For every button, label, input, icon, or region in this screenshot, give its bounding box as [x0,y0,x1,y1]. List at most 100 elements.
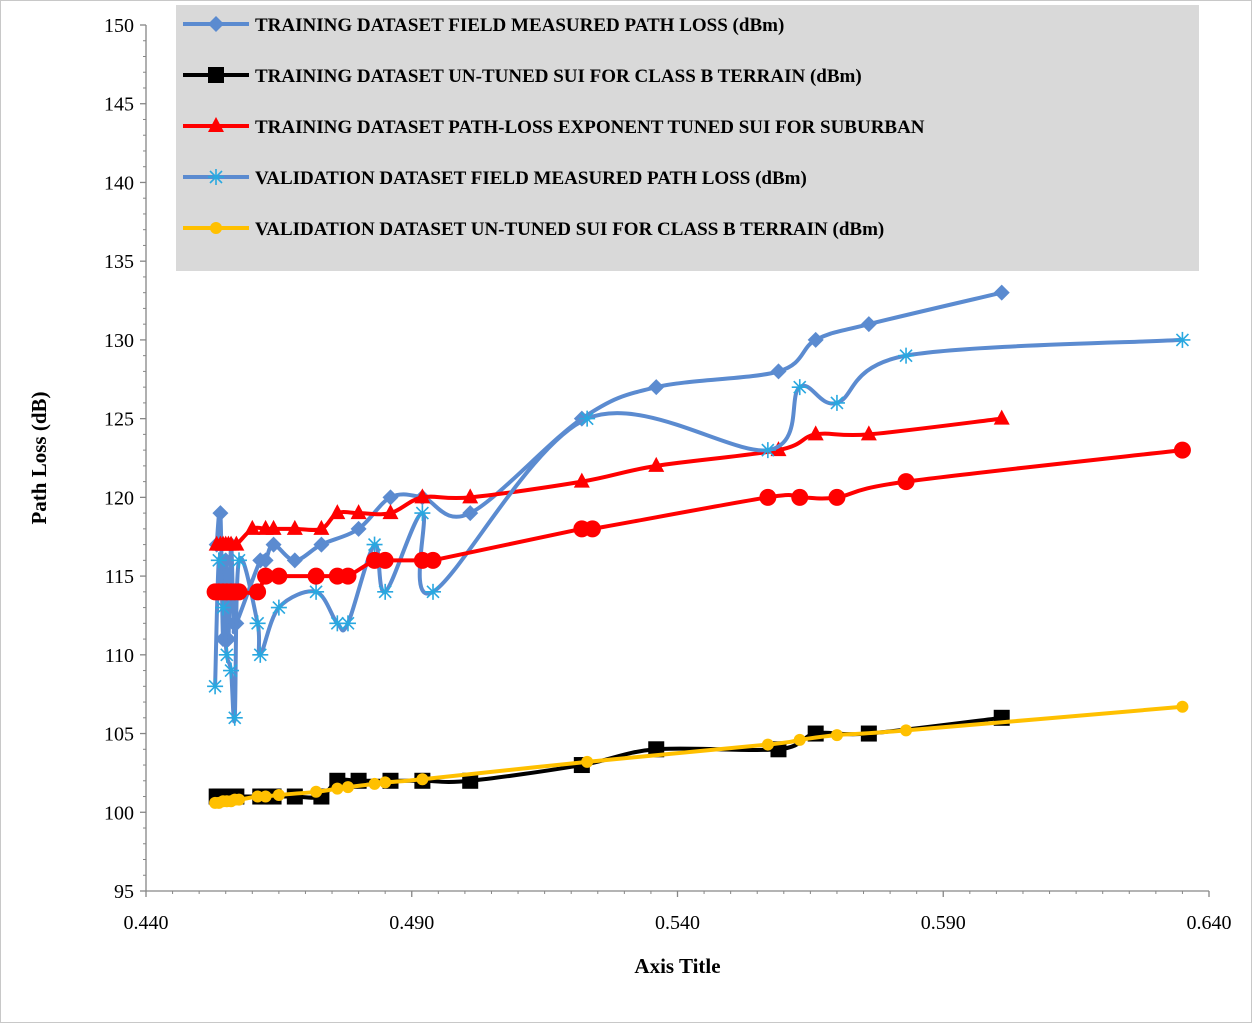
data-point [1176,700,1189,713]
data-point [830,729,843,742]
data-point [414,488,431,504]
y-tick-label: 100 [104,802,134,824]
data-point [368,777,381,790]
data-point [860,316,877,333]
data-point [223,662,240,679]
y-tick-label: 120 [104,487,134,509]
data-point [341,781,354,794]
legend-label: TRAINING DATASET FIELD MEASURED PATH LOS… [255,15,784,36]
data-point [228,535,245,551]
data-point [382,489,399,506]
y-tick-label: 115 [105,566,134,588]
data-point [210,552,227,569]
x-tick-label: 0.440 [124,912,169,934]
data-point [462,772,479,789]
data-point [226,709,243,726]
legend: TRAINING DATASET FIELD MEASURED PATH LOS… [176,5,1199,271]
x-tick-label: 0.640 [1187,912,1232,934]
data-point [265,536,282,553]
data-point [270,567,288,585]
y-tick-label: 150 [104,15,134,37]
data-point [249,583,267,601]
data-point [462,488,479,504]
data-point [366,536,383,553]
series-3 [207,331,1191,726]
data-point [339,615,356,632]
x-axis-title: Axis Title [634,954,720,978]
data-point [329,615,346,632]
data-point [1174,331,1191,348]
data-point [761,738,774,751]
data-point [828,394,845,411]
legend-marker [208,117,224,132]
legend-item: VALIDATION DATASET UN-TUNED SUI FOR CLAS… [183,219,884,240]
data-point [313,519,330,535]
y-tick-label: 130 [104,330,134,352]
series-0 [208,284,1010,648]
data-point [770,363,787,380]
data-point [425,583,442,600]
data-point [308,583,325,600]
data-point [233,793,246,806]
data-point [339,567,357,585]
data-point [414,505,431,522]
data-point [207,678,224,695]
legend-item: TRAINING DATASET FIELD MEASURED PATH LOS… [183,15,784,36]
data-point [900,724,913,737]
legend-item: TRAINING DATASET PATH-LOSS EXPONENT TUNE… [183,117,925,138]
legend-item: TRAINING DATASET UN-TUNED SUI FOR CLASS … [183,66,862,87]
legend-marker [208,16,224,32]
data-point [648,379,665,396]
legend-label: TRAINING DATASET UN-TUNED SUI FOR CLASS … [255,66,862,87]
data-point [648,456,665,472]
legend-label: TRAINING DATASET PATH-LOSS EXPONENT TUNE… [255,117,925,138]
legend-label: VALIDATION DATASET UN-TUNED SUI FOR CLAS… [255,219,884,240]
data-point [231,552,248,569]
legend-label: VALIDATION DATASET FIELD MEASURED PATH L… [255,168,807,189]
y-tick-label: 135 [104,251,134,273]
data-point [307,567,325,585]
data-point [993,284,1010,301]
series-2 [208,409,1010,551]
legend-marker [210,222,222,234]
data-point [581,755,594,768]
y-tick-label: 140 [104,172,134,194]
legend-box [176,5,1199,271]
data-point [218,646,235,663]
data-point [807,425,824,441]
data-point [230,583,248,601]
data-point [791,488,809,506]
data-point [329,504,346,520]
data-point [310,785,323,798]
data-point [257,552,274,569]
y-tick-label: 110 [105,645,134,667]
data-point [759,442,776,459]
data-point [1173,441,1191,459]
series-4 [209,700,1189,809]
y-tick-label: 145 [104,94,134,116]
data-point [828,488,846,506]
data-point [898,347,915,364]
y-tick-label: 95 [114,881,134,903]
data-point [382,504,399,520]
legend-marker [208,67,224,83]
data-point [860,425,877,441]
data-point [270,599,287,616]
series-layer [206,284,1191,809]
data-point [579,410,596,427]
data-point [993,409,1010,425]
data-point [265,519,282,535]
data-point [286,788,303,805]
data-point [791,379,808,396]
x-tick-label: 0.590 [921,912,966,934]
data-point [462,505,479,522]
legend-marker [208,169,224,185]
data-point [759,488,777,506]
data-point [212,505,229,522]
x-tick-label: 0.490 [389,912,434,934]
data-point [583,520,601,538]
data-point [424,551,442,569]
data-point [573,472,590,488]
